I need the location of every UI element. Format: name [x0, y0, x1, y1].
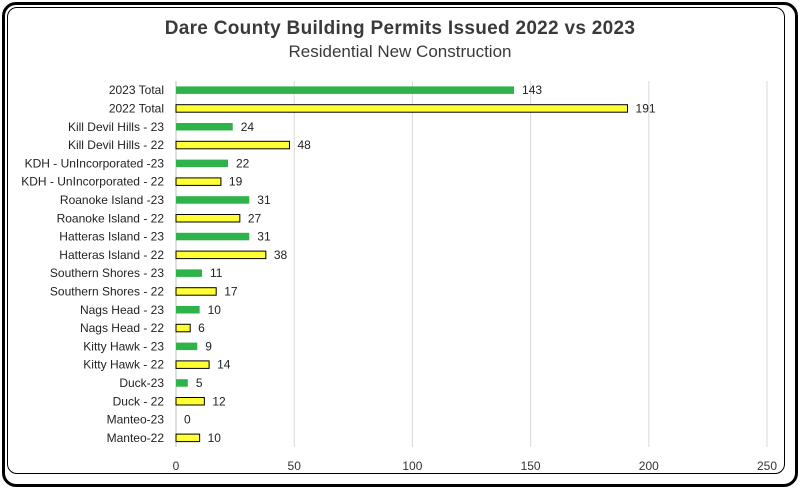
bar-2023 [176, 306, 200, 314]
x-tick-label-100: 100 [402, 459, 422, 473]
bar-2022 [175, 214, 241, 223]
category-label: Duck-23 [119, 376, 164, 390]
bar-2023 [176, 123, 233, 131]
category-label: 2023 Total [109, 83, 164, 97]
bar-2022 [175, 104, 629, 113]
bar-2022 [175, 140, 290, 150]
bar-2023 [176, 86, 515, 94]
bar-2022 [175, 250, 267, 260]
data-label: 31 [257, 193, 271, 207]
category-label: Hatteras Island - 22 [59, 248, 164, 262]
category-label: Kitty Hawk - 23 [83, 339, 164, 353]
category-label: Roanoke Island -23 [60, 193, 164, 207]
bar-2022 [175, 433, 201, 443]
data-label: 10 [208, 431, 222, 445]
category-label: Duck - 22 [113, 394, 165, 408]
category-label: Southern Shores - 23 [50, 266, 164, 280]
x-tick-label-0: 0 [173, 459, 180, 473]
category-label: Hatteras Island - 23 [59, 230, 164, 244]
data-label: 24 [241, 120, 255, 134]
category-label: Manteo-23 [107, 413, 165, 427]
data-label: 22 [236, 156, 250, 170]
category-label: Nags Head - 22 [80, 321, 164, 335]
bar-2022 [175, 397, 205, 406]
data-label: 12 [212, 394, 226, 408]
x-tick-label-50: 50 [288, 459, 302, 473]
bar-2023 [176, 342, 198, 351]
category-label: Kill Devil Hills - 22 [68, 138, 164, 152]
data-label: 38 [274, 248, 288, 262]
x-tick-label-200: 200 [639, 459, 659, 473]
chart-title: Dare County Building Permits Issued 2022… [164, 18, 636, 39]
data-label: 14 [217, 358, 231, 372]
data-label: 17 [224, 284, 238, 298]
category-label: Roanoke Island - 22 [57, 211, 165, 225]
chart-subtitle: Residential New Construction [288, 42, 512, 61]
bar-2022 [175, 287, 217, 296]
chart-inner-frame [7, 7, 785, 474]
data-label: 48 [297, 138, 311, 152]
data-label: 191 [636, 101, 656, 115]
category-label: KDH - UnIncorporated -23 [25, 156, 165, 170]
data-label: 31 [257, 230, 271, 244]
category-label: Nags Head - 23 [80, 303, 164, 317]
category-label: Manteo-22 [107, 431, 165, 445]
bar-2023 [176, 159, 229, 168]
category-label: Southern Shores - 22 [50, 284, 164, 298]
bar-2022 [175, 323, 191, 333]
category-label: Kill Devil Hills - 23 [68, 120, 164, 134]
x-tick-label-250: 250 [757, 459, 777, 473]
data-label: 27 [248, 211, 262, 225]
bar-2023 [176, 379, 188, 387]
data-label: 9 [205, 339, 212, 353]
bar-2022 [175, 177, 222, 186]
data-label: 19 [229, 175, 243, 189]
data-label: 11 [210, 266, 223, 280]
data-label: 0 [184, 413, 191, 427]
category-label: 2022 Total [109, 101, 164, 115]
data-label: 5 [196, 376, 203, 390]
x-tick-label-150: 150 [521, 459, 541, 473]
bar-2023 [176, 196, 250, 204]
bar-2023 [176, 232, 250, 241]
bar-2022 [175, 360, 210, 369]
category-label: KDH - UnIncorporated - 22 [21, 175, 164, 189]
data-label: 6 [198, 321, 205, 335]
data-label: 10 [208, 303, 222, 317]
data-label: 143 [522, 83, 542, 97]
bar-2023 [176, 269, 203, 277]
category-label: Kitty Hawk - 22 [83, 358, 164, 372]
